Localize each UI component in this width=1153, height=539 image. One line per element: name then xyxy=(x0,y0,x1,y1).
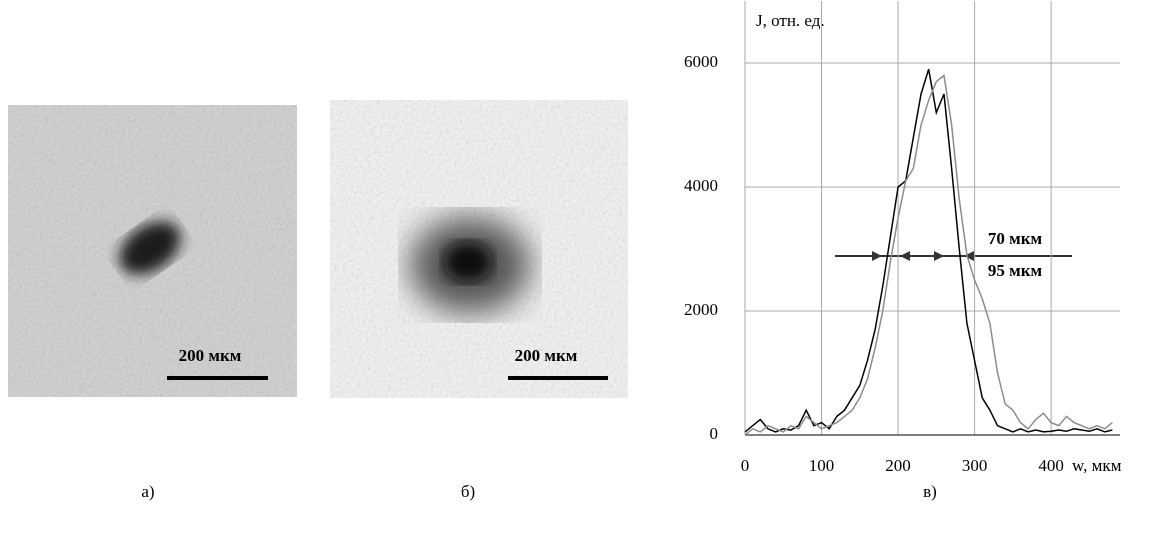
width-arrows xyxy=(835,251,1072,261)
x-tick-label: 300 xyxy=(962,456,988,475)
scale-label: 200 мкм xyxy=(179,346,242,365)
annotation: 70 мкм xyxy=(988,229,1043,248)
x-tick-label: 0 xyxy=(741,456,750,475)
y-tick-label: 2000 xyxy=(684,300,718,319)
x-tick-label: 200 xyxy=(885,456,911,475)
scale-label: 200 мкм xyxy=(515,346,578,365)
data-line xyxy=(744,73,1113,436)
image-b xyxy=(330,100,628,398)
y-axis-label: J, отн. ед. xyxy=(756,11,825,30)
y-tick-label: 0 xyxy=(710,424,719,443)
x-tick-label: 100 xyxy=(809,456,835,475)
annotation: 95 мкм xyxy=(988,261,1043,280)
y-tick-label: 4000 xyxy=(684,176,718,195)
image-a xyxy=(8,105,297,397)
x-axis-label: w, мкм xyxy=(1072,456,1122,475)
panel-label: в) xyxy=(923,482,937,501)
panel-label: а) xyxy=(141,482,154,501)
y-tick-label: 6000 xyxy=(684,52,718,71)
x-tick-label: 400 xyxy=(1038,456,1064,475)
data-line xyxy=(744,68,1113,433)
panel-label: б) xyxy=(461,482,475,501)
